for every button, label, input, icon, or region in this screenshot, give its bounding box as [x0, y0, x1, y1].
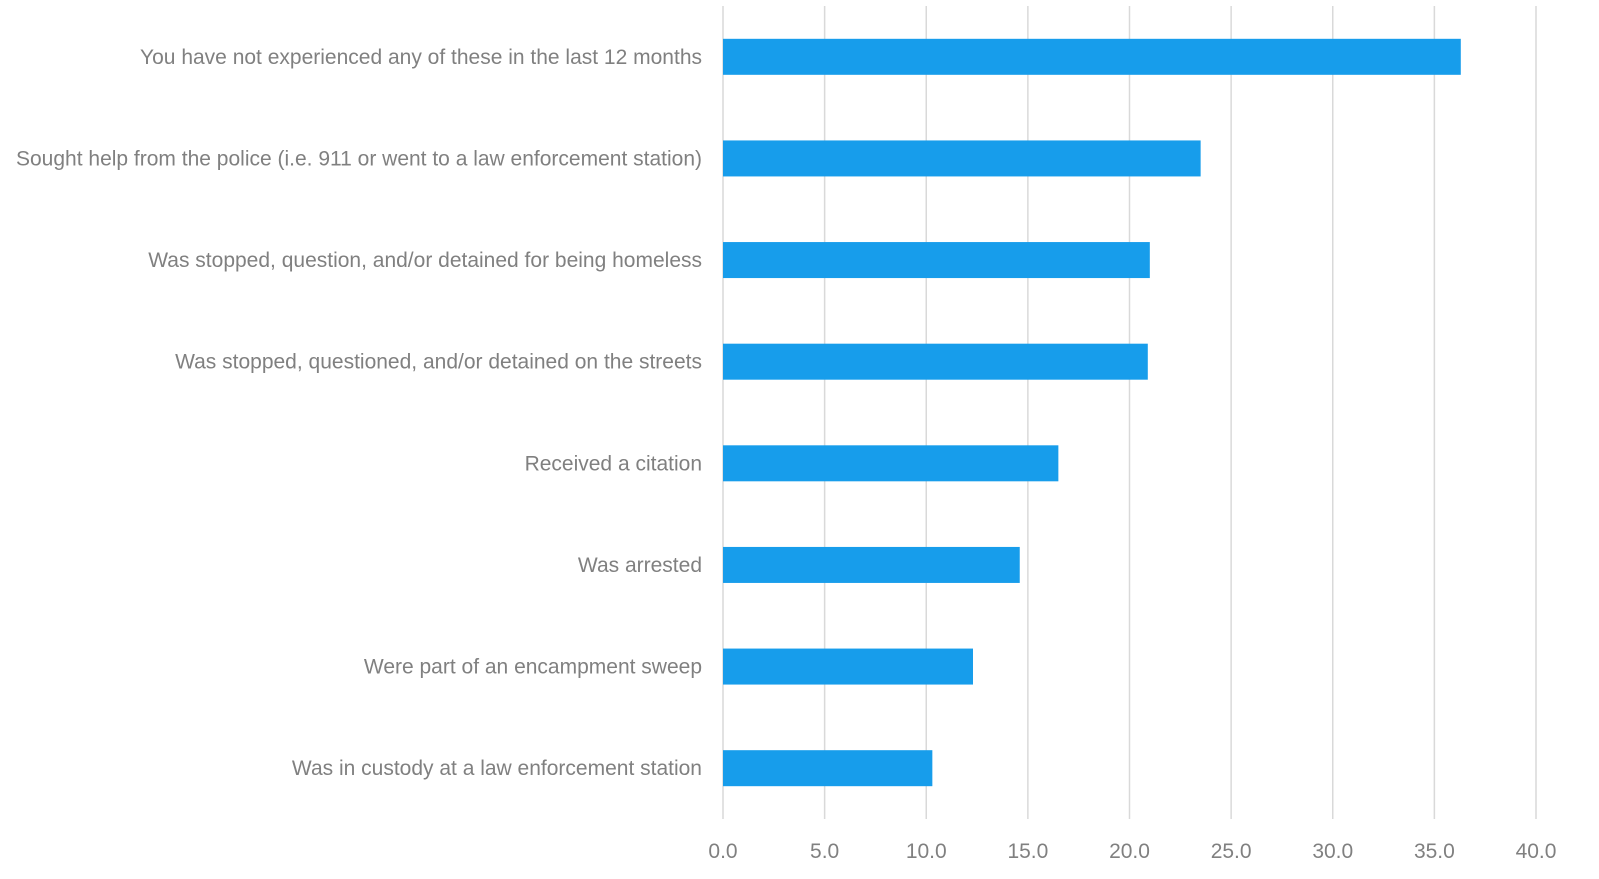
category-label: Sought help from the police (i.e. 911 or… [16, 147, 702, 170]
x-tick-label: 35.0 [1414, 840, 1455, 863]
bar [723, 750, 933, 787]
x-tick-label: 0.0 [708, 840, 737, 863]
x-tick-label: 20.0 [1109, 840, 1150, 863]
category-label: You have not experienced any of these in… [140, 46, 702, 69]
bar [723, 445, 1059, 482]
bar [723, 648, 973, 685]
category-label: Was arrested [578, 554, 702, 577]
grid-lines [722, 6, 1537, 819]
x-tick-label: 10.0 [906, 840, 947, 863]
x-tick-label: 5.0 [810, 840, 839, 863]
bars [723, 38, 1461, 787]
bar [723, 140, 1201, 177]
x-tick-label: 40.0 [1516, 840, 1557, 863]
category-label: Was in custody at a law enforcement stat… [292, 757, 702, 780]
bar [723, 38, 1461, 75]
x-tick-label: 25.0 [1211, 840, 1252, 863]
bar [723, 242, 1150, 279]
category-label: Received a citation [525, 452, 702, 475]
bar [723, 546, 1020, 583]
bar [723, 343, 1148, 380]
x-tick-label: 15.0 [1007, 840, 1048, 863]
x-axis-tick-labels: 0.0 5.0 10.0 15.0 20.0 25.0 30.0 35.0 40.0 [708, 840, 1556, 863]
category-labels: You have not experienced any of these in… [16, 46, 702, 780]
category-label: Was stopped, questioned, and/or detained… [175, 351, 702, 374]
x-tick-label: 30.0 [1312, 840, 1353, 863]
category-label: Was stopped, question, and/or detained f… [148, 249, 702, 272]
category-label: Were part of an encampment sweep [364, 656, 702, 679]
